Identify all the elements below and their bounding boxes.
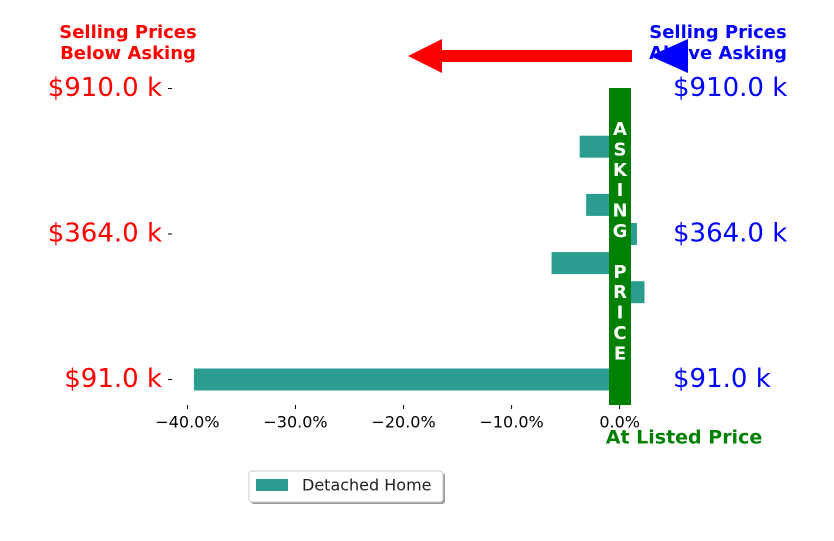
y-tick-label-left: $91.0 k xyxy=(64,364,162,394)
blue-arrow xyxy=(650,39,688,73)
bars xyxy=(193,135,645,391)
title-left: Selling Prices Below Asking xyxy=(59,22,196,64)
legend-box xyxy=(248,470,444,503)
y-tick-label-right: $364.0 k xyxy=(673,219,787,249)
y-tick-label-left: $910.0 k xyxy=(48,73,162,103)
y-tick-label-right: $910.0 k xyxy=(673,73,787,103)
bar xyxy=(551,252,620,275)
x-tick-label: −10.0% xyxy=(479,413,543,432)
legend: Detached Home xyxy=(248,470,445,504)
y-tick-label-left: $364.0 k xyxy=(48,219,162,249)
red-arrow xyxy=(408,39,632,73)
x-tick-label: −30.0% xyxy=(263,413,327,432)
asking-price-band xyxy=(609,88,631,405)
legend-swatch xyxy=(256,479,288,491)
listed-price-label: At Listed Price xyxy=(606,427,762,449)
y-tick-label-right: $91.0 k xyxy=(673,364,771,394)
x-tick-label: −40.0% xyxy=(155,413,219,432)
title-left-text: Selling Prices Below Asking xyxy=(59,22,196,64)
x-tick-label: −20.0% xyxy=(371,413,435,432)
x-tick-label: 0.0% xyxy=(599,413,640,432)
legend-label: Detached Home xyxy=(302,476,432,495)
bar xyxy=(193,368,620,391)
